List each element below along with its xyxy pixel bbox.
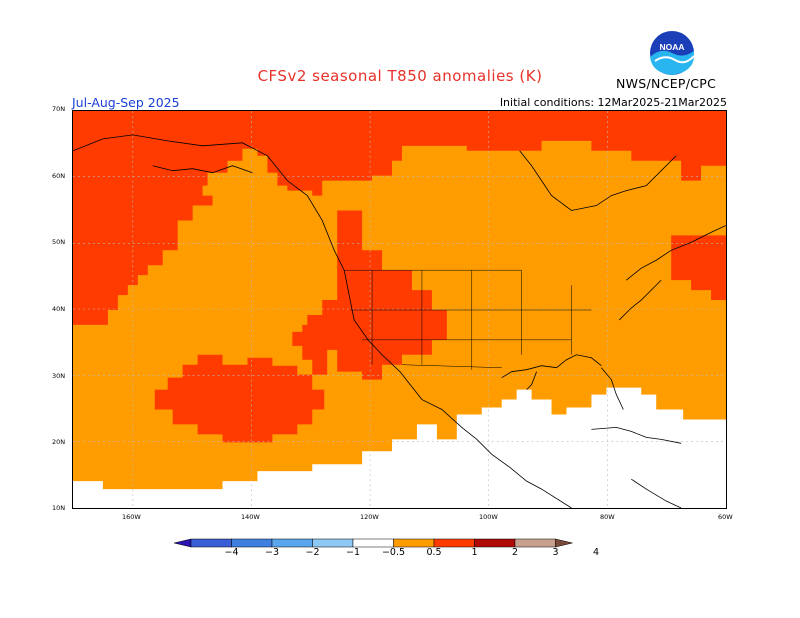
chart-title: CFSv2 seasonal T850 anomalies (K)	[257, 67, 543, 85]
lon-label-120w: 120W	[360, 513, 379, 521]
lon-label-160w: 160W	[122, 513, 141, 521]
lat-label-20n: 20N	[52, 438, 66, 446]
anomaly-region-1-2-central	[307, 210, 447, 380]
initial-conditions: Initial conditions: 12Mar2025-21Mar2025	[499, 96, 727, 109]
legend-swatch	[231, 538, 273, 548]
lat-label-30n: 30N	[52, 372, 66, 380]
lon-label-60w: 60W	[718, 513, 733, 521]
legend-tick-label: 2	[511, 547, 519, 558]
noaa-logo: NOAA	[650, 31, 695, 75]
legend-arrow-left	[174, 538, 192, 548]
anomaly-map	[72, 110, 727, 509]
legend-tick-label: −0.5	[381, 547, 406, 558]
legend-arrow-right	[555, 538, 573, 548]
anomaly-region-1-2-southwest	[292, 324, 338, 375]
legend-swatch	[433, 538, 475, 548]
legend-tick-label: 0.5	[426, 547, 442, 558]
political-boundaries	[344, 269, 592, 370]
lon-label-140w: 140W	[241, 513, 260, 521]
anomaly-region-1-2-northeast	[671, 235, 726, 301]
legend-tick-label: −4	[224, 547, 239, 558]
legend-swatch	[514, 538, 556, 548]
legend-tick-label: −3	[264, 547, 279, 558]
legend-swatch	[474, 538, 516, 548]
legend-swatch	[190, 538, 232, 548]
anomaly-region-1-2-north	[73, 111, 726, 325]
lat-label-70n: 70N	[52, 105, 66, 113]
anomaly-region-neutral-south	[73, 387, 726, 508]
anomaly-region-1-2-pacific	[154, 354, 325, 443]
forecast-period: Jul-Aug-Sep 2025	[72, 95, 180, 110]
lat-label-40n: 40N	[52, 305, 66, 313]
legend-swatch	[393, 538, 435, 548]
logo-text: NOAA	[659, 42, 684, 52]
lat-label-50n: 50N	[52, 238, 66, 246]
legend-swatch	[271, 538, 313, 548]
lat-label-60n: 60N	[52, 172, 66, 180]
legend-tick-label: −2	[305, 547, 320, 558]
legend-tick-label: −1	[345, 547, 360, 558]
lon-label-80w: 80W	[600, 513, 615, 521]
color-legend	[174, 538, 573, 548]
legend-swatch	[352, 538, 394, 548]
legend-swatch	[312, 538, 354, 548]
lat-label-10n: 10N	[52, 504, 66, 512]
legend-tick-label: 4	[592, 547, 600, 558]
lon-label-100w: 100W	[479, 513, 498, 521]
legend-tick-label: 3	[552, 547, 559, 558]
legend-tick-label: 1	[471, 547, 478, 558]
graticule	[73, 111, 726, 508]
agency-label: NWS/NCEP/CPC	[616, 76, 717, 91]
